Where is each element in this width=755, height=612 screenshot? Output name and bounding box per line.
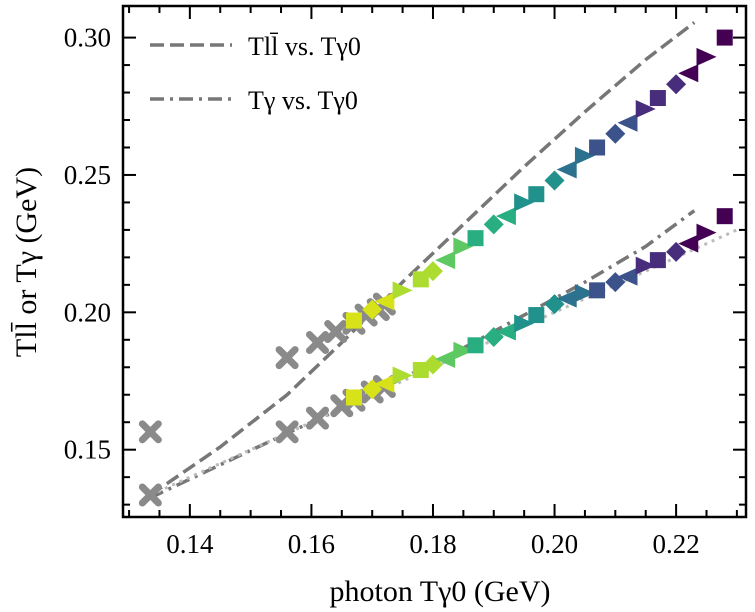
plot-frame <box>121 4 748 519</box>
y-tick-labels: 0.15 0.20 0.25 0.30 <box>64 23 111 465</box>
y-tick-label: 0.30 <box>64 23 111 53</box>
colored-data-marker <box>696 223 717 242</box>
x-tick-labels: 0.14 0.16 0.18 0.20 0.22 <box>166 529 699 559</box>
colored-data-marker <box>392 366 413 385</box>
colored-data-marker <box>495 207 516 226</box>
grey-cross-marker <box>305 331 329 355</box>
y-axis-label: Tll̄ or Tγ (GeV) <box>10 167 43 357</box>
colored-data-marker <box>345 312 362 329</box>
colored-data-marker <box>589 282 606 299</box>
colored-data-marker <box>556 289 577 308</box>
colored-data-marker <box>374 374 395 393</box>
colored-data-marker <box>617 267 638 286</box>
colored-data-marker <box>696 47 717 66</box>
x-tick-label: 0.18 <box>409 529 456 559</box>
grey-cross-marker <box>275 420 299 444</box>
series-line-dashed <box>149 21 696 497</box>
colored-data-marker <box>514 314 535 333</box>
colored-data-marker <box>574 146 595 165</box>
colored-data-marker <box>345 389 362 406</box>
colored-data-marker <box>362 299 383 320</box>
series-line-dashdot <box>149 209 696 500</box>
y-tick-label: 0.20 <box>64 297 111 327</box>
colored-data-marker <box>649 90 666 107</box>
colored-data-marker <box>453 237 474 256</box>
colored-data-marker <box>392 281 413 300</box>
colored-data-marker <box>666 241 687 262</box>
colored-data-marker <box>483 214 504 235</box>
grey-cross-marker <box>138 420 162 444</box>
colored-data-marker <box>574 284 595 303</box>
colored-data-marker <box>716 29 733 46</box>
colored-data-marker <box>467 337 484 354</box>
x-axis-label: photon Tγ0 (GeV) <box>329 575 550 608</box>
colored-data-marker <box>556 160 577 179</box>
colored-data-marker <box>635 256 656 275</box>
grey-cross-marker <box>305 406 329 430</box>
colored-data-marker <box>635 100 656 119</box>
colored-data-marker <box>514 193 535 212</box>
x-tick-label: 0.14 <box>166 529 214 559</box>
colored-data-marker <box>528 307 545 324</box>
series-lines <box>149 21 738 500</box>
grey-cross-marker <box>138 483 162 507</box>
axis-ticks <box>123 6 746 517</box>
colored-data-marker <box>435 251 456 270</box>
colored-data-marker <box>467 230 484 247</box>
legend-label-dashdot: Tγ vs. Tγ0 <box>248 86 358 115</box>
y-tick-label: 0.15 <box>64 435 111 465</box>
colored-data-marker <box>678 64 699 83</box>
legend: Tll̄ vs. Tγ0 Tγ vs. Tγ0 <box>150 32 361 115</box>
y-tick-label: 0.25 <box>64 160 111 190</box>
colored-data-marker <box>412 271 429 288</box>
colored-data-marker <box>617 113 638 132</box>
x-tick-label: 0.16 <box>288 529 335 559</box>
grey-cross-marker <box>324 320 348 344</box>
series-markers <box>138 29 733 507</box>
colored-data-marker <box>649 252 666 269</box>
colored-data-marker <box>589 139 606 156</box>
colored-data-marker <box>528 186 545 203</box>
x-tick-label: 0.20 <box>531 529 578 559</box>
colored-data-marker <box>422 261 443 282</box>
colored-data-marker <box>716 208 733 225</box>
grey-cross-marker <box>275 346 299 370</box>
x-tick-label: 0.22 <box>652 529 699 559</box>
colored-data-marker <box>544 170 565 191</box>
colored-data-marker <box>678 234 699 253</box>
colored-data-marker <box>374 292 395 311</box>
colored-data-marker <box>453 341 474 360</box>
colored-data-marker <box>495 322 516 341</box>
colored-data-marker <box>605 123 626 144</box>
legend-label-dashed: Tll̄ vs. Tγ0 <box>248 32 361 61</box>
colored-data-marker <box>666 74 687 95</box>
colored-data-marker <box>435 350 456 369</box>
